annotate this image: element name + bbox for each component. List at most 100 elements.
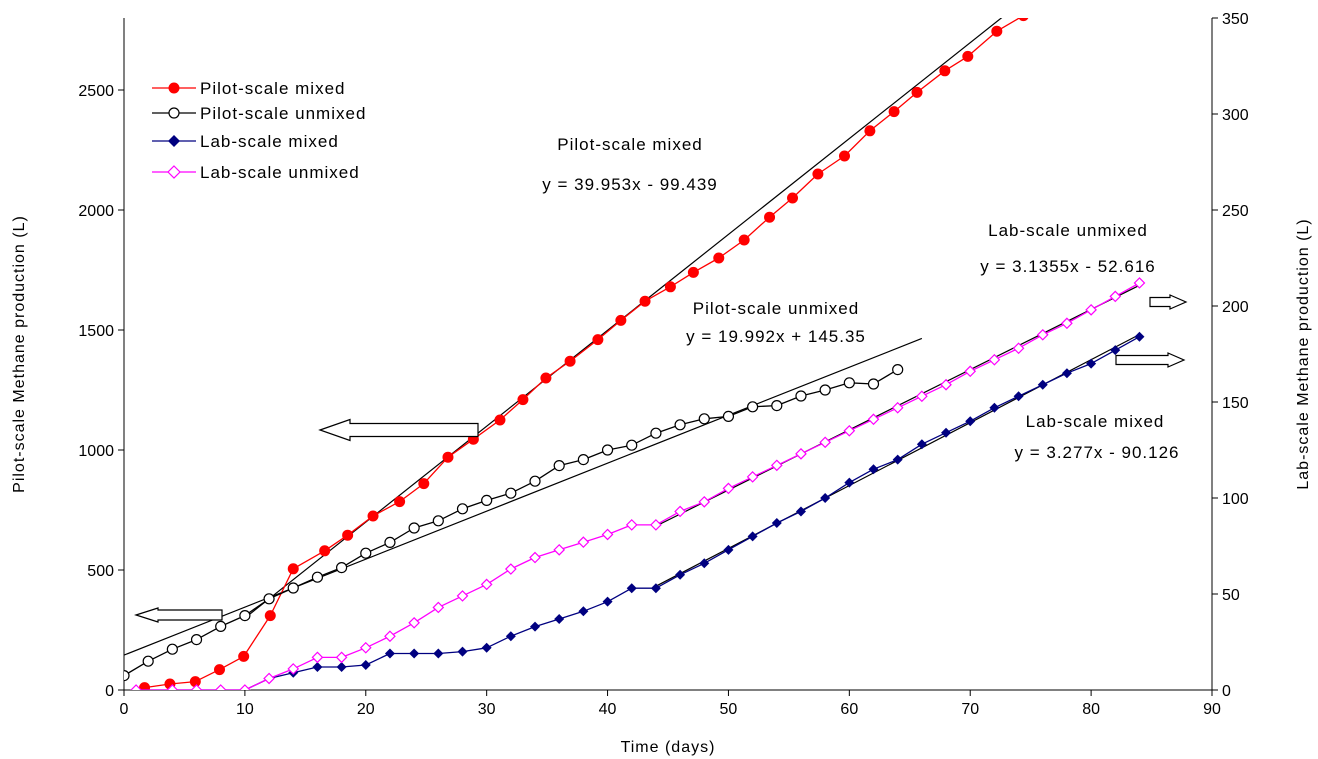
data-point (335, 651, 348, 664)
data-point (418, 478, 430, 490)
data-point (615, 314, 627, 326)
data-point (1013, 391, 1024, 402)
data-point (214, 684, 227, 690)
data-point (888, 106, 900, 118)
data-point (1061, 317, 1073, 330)
data-point (319, 545, 331, 557)
legend-label: Pilot-scale unmixed (200, 104, 366, 123)
data-point (408, 616, 420, 629)
right-y-tick-label: 300 (1222, 107, 1249, 124)
annotation-lab-unmixed-equation: y = 3.1355x - 52.616 (980, 257, 1155, 276)
legend: Pilot-scale mixed Pilot-scale unmixed La… (152, 79, 366, 182)
data-point (867, 413, 880, 426)
data-point (699, 558, 710, 569)
data-point (795, 506, 806, 517)
data-point (287, 582, 299, 594)
data-point (517, 394, 529, 406)
data-point (214, 664, 226, 676)
annotation-pilot-mixed-name: Pilot-scale mixed (557, 135, 703, 154)
data-point (1134, 331, 1145, 342)
data-point (892, 454, 903, 465)
data-point (722, 482, 735, 495)
data-point (989, 402, 1000, 413)
data-point (747, 531, 758, 542)
data-point (190, 633, 203, 646)
data-point (529, 551, 541, 564)
left-y-tick-label: 1000 (78, 443, 114, 460)
data-point (1012, 342, 1025, 355)
data-point (481, 494, 493, 506)
annotation-lab-unmixed-name: Lab-scale unmixed (988, 221, 1148, 240)
data-point (991, 25, 1003, 37)
data-point (650, 519, 662, 531)
right-y-axis-title: Lab-scale Methane production (L) (1295, 218, 1312, 489)
data-point (124, 670, 130, 682)
data-point (602, 596, 613, 607)
legend-item-lab-unmixed: Lab-scale unmixed (152, 163, 360, 182)
legend-label: Lab-scale mixed (200, 132, 339, 151)
axis-arrows (134, 294, 1188, 623)
data-point (432, 601, 445, 614)
data-point (336, 661, 347, 672)
data-point (577, 536, 590, 549)
data-point (505, 487, 517, 499)
data-point (988, 353, 1001, 366)
data-point (263, 672, 275, 685)
right-y-tick-label: 0 (1222, 683, 1231, 700)
x-axis-title: Time (days) (621, 739, 716, 756)
data-point (795, 447, 807, 460)
data-point (384, 536, 396, 549)
data-point (359, 641, 372, 654)
data-point (577, 454, 589, 466)
right-y-tick-label: 100 (1222, 491, 1249, 508)
data-point (578, 606, 589, 617)
trendline (124, 337, 923, 656)
legend-label: Lab-scale unmixed (200, 163, 360, 182)
data-point (408, 522, 420, 534)
data-point (687, 266, 699, 278)
data-point (820, 493, 831, 503)
data-point (764, 211, 776, 223)
data-point (819, 436, 832, 449)
data-point (553, 543, 566, 556)
x-tick-label: 0 (120, 701, 129, 718)
data-point (360, 660, 371, 671)
data-point (1110, 345, 1121, 356)
x-tick-label: 50 (720, 701, 738, 718)
data-point (795, 390, 807, 402)
x-tick-label: 80 (1082, 701, 1100, 718)
data-point (844, 477, 855, 488)
data-point (409, 648, 420, 659)
data-point (592, 334, 604, 346)
data-point (166, 643, 178, 655)
left-y-axis-title: Pilot-scale Methane production (L) (11, 215, 28, 493)
data-point (504, 563, 517, 575)
trendline-annotations: Pilot-scale mixed y = 39.953x - 99.439 P… (542, 135, 1178, 462)
data-point (601, 528, 614, 541)
data-point (311, 571, 324, 583)
data-point (264, 610, 276, 622)
data-point (891, 401, 904, 414)
data-point (771, 517, 782, 528)
data-point (384, 648, 395, 659)
data-point (432, 515, 444, 527)
data-point (367, 510, 379, 522)
arrow-pu-left (134, 607, 223, 623)
data-point (916, 439, 927, 450)
data-point (639, 295, 651, 307)
data-point (263, 593, 275, 605)
series-line (124, 369, 899, 677)
data-point (456, 503, 469, 515)
data-point (964, 365, 977, 378)
data-point (819, 384, 831, 396)
trendline (244, 18, 1003, 619)
data-point (939, 65, 951, 77)
x-tick-label: 30 (478, 701, 496, 718)
arrow-pilot-left (318, 418, 479, 442)
data-point (770, 459, 783, 472)
trendlines (124, 18, 1140, 656)
data-point (239, 609, 251, 622)
data-point (650, 427, 662, 439)
plot-area (123, 18, 1213, 691)
data-point (540, 372, 552, 384)
